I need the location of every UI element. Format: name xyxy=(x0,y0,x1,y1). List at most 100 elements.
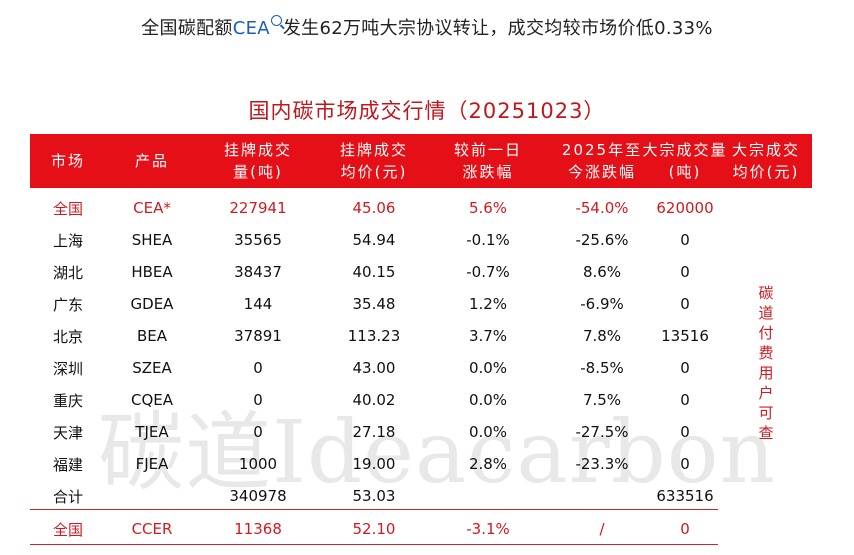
cell-listed-avg-price: 27.18 xyxy=(352,423,396,441)
header-daily-change: 较前一日 涨跌幅 xyxy=(453,141,522,181)
header-block-volume: 大宗成交量 (吨) xyxy=(642,141,728,181)
cell-listed-avg-price: 45.06 xyxy=(352,199,396,217)
cell-listed-volume: 35565 xyxy=(234,231,282,249)
cell-listed-avg-price: 19.00 xyxy=(352,455,396,473)
cell-block-volume: 0 xyxy=(680,263,690,281)
table-row: 天津 TJEA 0 27.18 0.0% -27.5% 0 xyxy=(30,416,812,448)
cell-block-volume: 0 xyxy=(680,423,690,441)
header-listed-avg-price: 挂牌成交 均价(元) xyxy=(339,141,408,181)
cell-product: CCER xyxy=(131,520,173,538)
cell-ytd-change: 8.6% xyxy=(582,263,622,281)
cell-product: HBEA xyxy=(131,263,173,281)
cell-market: 上海 xyxy=(52,231,83,250)
cell-daily-change: 1.2% xyxy=(468,295,508,313)
cell-market: 北京 xyxy=(52,327,83,346)
cell-product: GDEA xyxy=(130,295,174,313)
header-block-avg-price: 大宗成交 均价(元) xyxy=(731,141,800,181)
cell-ytd-change: -54.0% xyxy=(575,199,629,217)
cell-block-volume: 0 xyxy=(680,391,690,409)
cell-block-volume: 633516 xyxy=(656,487,714,505)
table-row: 上海 SHEA 35565 54.94 -0.1% -25.6% 0 xyxy=(30,224,812,256)
cell-market: 全国 xyxy=(52,520,83,539)
cell-ytd-change: -23.3% xyxy=(575,455,629,473)
watermark: 碳道Ideacarbon xyxy=(98,403,776,503)
cell-ytd-change: 7.5% xyxy=(582,391,622,409)
headline-keyword-link[interactable]: CEA xyxy=(232,18,270,39)
cell-ytd-change: -8.5% xyxy=(580,359,624,377)
cell-listed-avg-price: 52.10 xyxy=(352,520,396,538)
cell-block-volume: 620000 xyxy=(656,199,714,217)
cell-listed-avg-price: 113.23 xyxy=(347,327,401,345)
cell-listed-volume: 1000 xyxy=(238,455,278,473)
cell-daily-change: -3.1% xyxy=(466,520,510,538)
cell-listed-avg-price: 54.94 xyxy=(352,231,396,249)
cell-daily-change: 5.6% xyxy=(468,199,508,217)
cell-daily-change: 2.8% xyxy=(468,455,508,473)
cell-market: 全国 xyxy=(52,199,83,218)
row-divider xyxy=(30,544,718,545)
cell-product: SHEA xyxy=(131,231,173,249)
table-title: 国内碳市场成交行情（20251023） xyxy=(248,99,606,123)
header-market: 市场 xyxy=(50,152,85,170)
cell-daily-change: 0.0% xyxy=(468,391,508,409)
cell-listed-volume: 144 xyxy=(243,295,273,313)
cell-product: FJEA xyxy=(135,455,169,473)
cell-daily-change: -0.1% xyxy=(466,231,510,249)
cell-ytd-change: -27.5% xyxy=(575,423,629,441)
cell-block-volume: 0 xyxy=(680,231,690,249)
cell-listed-avg-price: 43.00 xyxy=(352,359,396,377)
cell-product: CQEA xyxy=(130,391,174,409)
cell-market: 广东 xyxy=(52,295,83,314)
row-divider xyxy=(30,509,718,510)
cell-block-volume: 13516 xyxy=(661,327,709,345)
cell-product: TJEA xyxy=(135,423,169,441)
cell-listed-volume: 37891 xyxy=(234,327,282,345)
cell-block-volume: 0 xyxy=(680,455,690,473)
cell-market: 深圳 xyxy=(52,359,83,378)
paid-user-note: 碳道付费用户可查 xyxy=(758,284,774,442)
cell-listed-avg-price: 53.03 xyxy=(352,487,396,505)
table-row: 湖北 HBEA 38437 40.15 -0.7% 8.6% 0 xyxy=(30,256,812,288)
table-row: 合计 340978 53.03 633516 xyxy=(30,480,812,512)
cell-ytd-change: / xyxy=(599,520,605,538)
table-row: 全国 CCER 11368 52.10 -3.1% / 0 xyxy=(30,513,812,545)
table-row: 广东 GDEA 144 35.48 1.2% -6.9% 0 xyxy=(30,288,812,320)
search-icon[interactable] xyxy=(270,15,282,26)
table-row: 重庆 CQEA 0 40.02 0.0% 7.5% 0 xyxy=(30,384,812,416)
table-header: 市场 产品 挂牌成交 量(吨) 挂牌成交 均价(元) 较前一日 涨跌幅 2025年至 今涨… xyxy=(30,134,812,188)
headline-suffix: 发生62万吨大宗协议转让，成交均较市场价低0.33% xyxy=(282,18,713,39)
table-row: 北京 BEA 37891 113.23 3.7% 7.8% 13516 xyxy=(30,320,812,352)
cell-market: 合计 xyxy=(52,487,83,506)
cell-daily-change: 0.0% xyxy=(468,359,508,377)
cell-listed-volume: 11368 xyxy=(234,520,282,538)
cell-ytd-change: -25.6% xyxy=(575,231,629,249)
cell-listed-avg-price: 40.02 xyxy=(352,391,396,409)
header-product: 产品 xyxy=(134,152,169,170)
cell-block-volume: 0 xyxy=(680,520,690,538)
cell-daily-change: -0.7% xyxy=(466,263,510,281)
article-headline: 全国碳配额CEA 发生62万吨大宗协议转让，成交均较市场价低0.33% xyxy=(0,14,854,40)
cell-listed-avg-price: 40.15 xyxy=(352,263,396,281)
cell-listed-avg-price: 35.48 xyxy=(352,295,396,313)
cell-block-volume: 0 xyxy=(680,295,690,313)
cell-listed-volume: 0 xyxy=(253,391,263,409)
table-row: 福建 FJEA 1000 19.00 2.8% -23.3% 0 xyxy=(30,448,812,480)
cell-ytd-change: -6.9% xyxy=(580,295,624,313)
headline-prefix: 全国碳配额 xyxy=(141,18,233,39)
cell-market: 福建 xyxy=(52,455,83,474)
cell-listed-volume: 0 xyxy=(253,359,263,377)
cell-market: 重庆 xyxy=(52,391,83,410)
cell-product: BEA xyxy=(136,327,168,345)
cell-listed-volume: 0 xyxy=(253,423,263,441)
header-listed-volume: 挂牌成交 量(吨) xyxy=(223,141,292,181)
cell-product: SZEA xyxy=(132,359,172,377)
cell-listed-volume: 340978 xyxy=(229,487,287,505)
cell-block-volume: 0 xyxy=(680,359,690,377)
cell-product: CEA* xyxy=(133,199,171,217)
cell-ytd-change: 7.8% xyxy=(582,327,622,345)
cell-daily-change: 3.7% xyxy=(468,327,508,345)
cell-listed-volume: 38437 xyxy=(234,263,282,281)
header-ytd-change: 2025年至 今涨跌幅 xyxy=(561,141,643,181)
cell-listed-volume: 227941 xyxy=(229,199,287,217)
cell-daily-change: 0.0% xyxy=(468,423,508,441)
